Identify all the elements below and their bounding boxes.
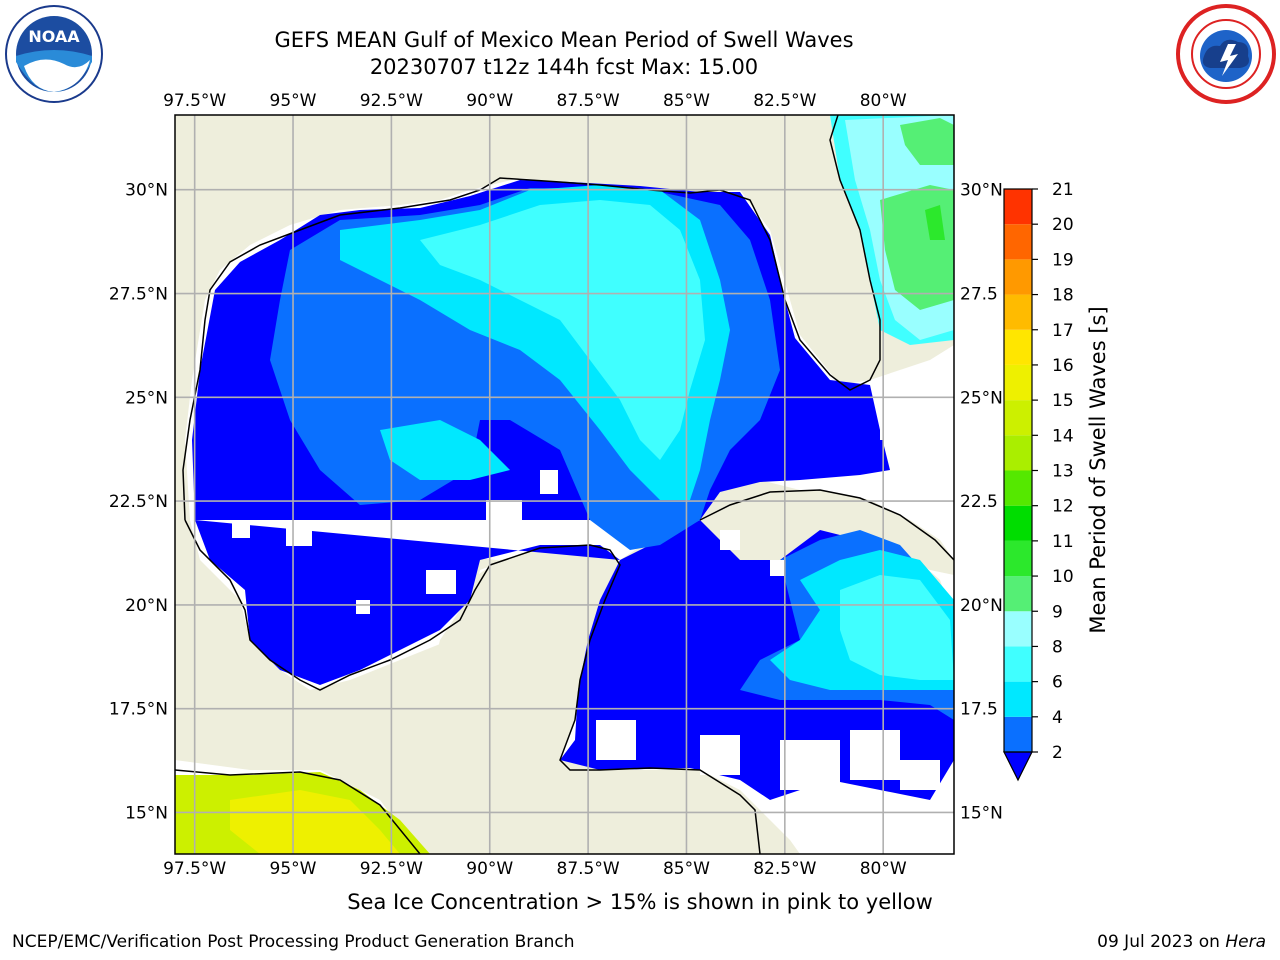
lon-label-bottom: 80°W <box>860 859 907 879</box>
swell-9-10 <box>880 118 954 310</box>
lon-label-top: 97.5°W <box>163 91 226 111</box>
colorbar-segment <box>1004 189 1032 225</box>
lat-label-left: 30°N <box>125 181 168 201</box>
colorbar-tick-label: 12 <box>1052 497 1074 517</box>
colorbar: 2 4 6 8 9 10 11 12 13 14 15 16 17 18 19 20 21 <box>1003 180 1074 782</box>
colorbar-tick-label: 14 <box>1052 426 1074 446</box>
yucatan-land <box>430 545 620 770</box>
lon-labels-top: 97.5°W 95°W 92.5°W 90°W 87.5°W 85°W 82.5°W 80°W <box>163 91 907 111</box>
gridlines <box>175 115 954 854</box>
pacific-yellow-area-2 <box>230 790 400 854</box>
lon-label-top: 95°W <box>270 91 317 111</box>
lon-label-bottom: 90°W <box>466 859 513 879</box>
lat-label-right: 17.5 <box>960 700 998 720</box>
lon-labels-bottom: 97.5°W 95°W 92.5°W 90°W 87.5°W 85°W 82.5°W 80°W <box>163 859 907 879</box>
colorbar-segment <box>1004 646 1032 682</box>
colorbar-tick-label: 9 <box>1052 602 1063 622</box>
map-title: GEFS MEAN Gulf of Mexico Mean Period of … <box>274 28 854 52</box>
colorbar-under-arrow <box>1003 751 1033 782</box>
colorbar-tick-label: 2 <box>1052 743 1063 763</box>
lat-label-right: 22.5 <box>960 492 998 512</box>
colorbar-tick-label: 19 <box>1052 250 1074 270</box>
colorbar-segment <box>1004 470 1032 506</box>
lat-label-left: 25°N <box>125 388 168 408</box>
colorbar-tick-label: 16 <box>1052 356 1074 376</box>
credit-text: NCEP/EMC/Verification Post Processing Pr… <box>12 932 575 952</box>
colorbar-tick-label: 13 <box>1052 462 1074 482</box>
lon-label-top: 90°W <box>466 91 513 111</box>
colorbar-segment <box>1004 716 1032 752</box>
colorbar-segment <box>1004 505 1032 541</box>
noaa-logo-text: NOAA <box>28 27 80 46</box>
coastline <box>175 115 954 854</box>
lat-label-right: 30°N <box>960 181 1003 201</box>
colorbar-segment <box>1004 540 1032 577</box>
lat-label-left: 22.5°N <box>109 492 168 512</box>
colorbar-tick-label: 6 <box>1052 673 1063 693</box>
colorbar-segment <box>1004 435 1032 471</box>
colorbar-segment <box>1004 400 1032 436</box>
map-frame <box>174 114 955 855</box>
lon-label-top: 87.5°W <box>557 91 620 111</box>
lon-label-bottom: 97.5°W <box>163 859 226 879</box>
lat-label-left: 20°N <box>125 596 168 616</box>
colorbar-tick-label: 15 <box>1052 391 1074 411</box>
colorbar-title: Mean Period of Swell Waves [s] <box>1086 306 1110 634</box>
swell-2-4 <box>270 188 954 720</box>
lon-label-top: 92.5°W <box>360 91 423 111</box>
colorbar-tick-label: 4 <box>1052 708 1063 728</box>
colorbar-segment <box>1004 681 1032 717</box>
lon-label-top: 82.5°W <box>753 91 816 111</box>
date-text: 09 Jul 2023 on Hera <box>1097 932 1266 952</box>
date-value: 09 Jul 2023 on <box>1097 932 1220 952</box>
colorbar-tick-label: 10 <box>1052 567 1074 587</box>
colorbar-segment <box>1004 576 1032 612</box>
nws-logo <box>1176 4 1276 104</box>
machine-name: Hera <box>1225 932 1266 952</box>
lat-labels-right: 30°N 27.5 25°N 22.5 20°N 17.5 15°N <box>960 181 1003 824</box>
colorbar-segment <box>1004 611 1032 647</box>
colorbar-tick-label: 18 <box>1052 286 1074 306</box>
colorbar-segment <box>1004 329 1032 365</box>
lat-label-right: 25°N <box>960 388 1003 408</box>
lon-label-bottom: 95°W <box>270 859 317 879</box>
lat-label-left: 15°N <box>125 803 168 823</box>
lon-label-top: 80°W <box>860 91 907 111</box>
lon-label-bottom: 92.5°W <box>360 859 423 879</box>
lat-label-left: 27.5°N <box>109 285 168 305</box>
lat-label-left: 17.5°N <box>109 700 168 720</box>
lat-label-right: 20°N <box>960 596 1003 616</box>
lon-label-bottom: 85°W <box>663 859 710 879</box>
colorbar-segment <box>1004 259 1032 295</box>
colorbar-segment <box>1004 294 1032 330</box>
lon-label-bottom: 87.5°W <box>557 859 620 879</box>
lat-label-right: 27.5 <box>960 285 998 305</box>
colorbar-tick-label: 11 <box>1052 532 1074 552</box>
lat-labels-left: 30°N 27.5°N 25°N 22.5°N 20°N 17.5°N 15°N <box>109 181 168 824</box>
lat-label-right: 15°N <box>960 803 1003 823</box>
colorbar-tick-label: 20 <box>1052 215 1074 235</box>
noaa-logo: NOAA <box>5 5 103 103</box>
lon-label-top: 85°W <box>663 91 710 111</box>
colorbar-tick-label: 17 <box>1052 321 1074 341</box>
colorbar-tick-label: 21 <box>1052 180 1074 200</box>
colorbar-segment <box>1004 224 1032 260</box>
nodata-holes <box>232 400 940 790</box>
colorbar-segment <box>1004 364 1032 401</box>
map-subtitle: 20230707 t12z 144h fcst Max: 15.00 <box>369 55 759 79</box>
sea-ice-note: Sea Ice Concentration > 15% is shown in … <box>347 890 933 914</box>
swell-10-11 <box>925 205 945 240</box>
lon-label-bottom: 82.5°W <box>753 859 816 879</box>
colorbar-tick-label: 8 <box>1052 637 1063 657</box>
